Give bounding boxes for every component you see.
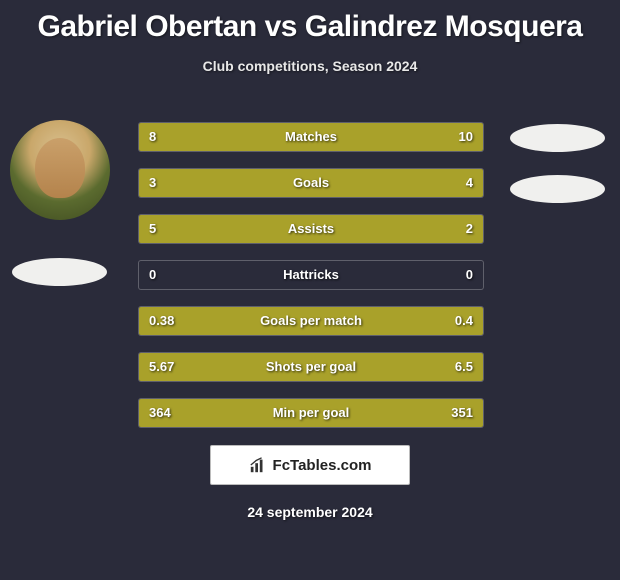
stat-label: Shots per goal	[139, 353, 483, 382]
fctables-logo-icon	[249, 456, 267, 474]
stat-label: Matches	[139, 123, 483, 152]
stat-label: Assists	[139, 215, 483, 244]
stat-label: Min per goal	[139, 399, 483, 428]
stat-row: 52Assists	[138, 214, 484, 244]
stat-row: 0.380.4Goals per match	[138, 306, 484, 336]
stat-label: Goals	[139, 169, 483, 198]
stats-comparison-list: 810Matches 34Goals 52Assists 00Hattricks 0.3…	[138, 122, 484, 444]
player-right-avatar-placeholder	[510, 124, 605, 152]
stat-label: Goals per match	[139, 307, 483, 336]
brand-badge[interactable]: FcTables.com	[210, 445, 410, 485]
player-left-avatar	[10, 120, 110, 220]
stat-row: 810Matches	[138, 122, 484, 152]
player-right-name-placeholder	[510, 175, 605, 203]
player-left-name-placeholder	[12, 258, 107, 286]
page-title: Gabriel Obertan vs Galindrez Mosquera	[0, 0, 620, 44]
stat-row: 5.676.5Shots per goal	[138, 352, 484, 382]
brand-label: FcTables.com	[273, 457, 372, 474]
stat-row: 364351Min per goal	[138, 398, 484, 428]
stat-label: Hattricks	[139, 261, 483, 290]
stat-row: 00Hattricks	[138, 260, 484, 290]
footer-date: 24 september 2024	[0, 504, 620, 520]
stat-row: 34Goals	[138, 168, 484, 198]
page-subtitle: Club competitions, Season 2024	[0, 58, 620, 74]
